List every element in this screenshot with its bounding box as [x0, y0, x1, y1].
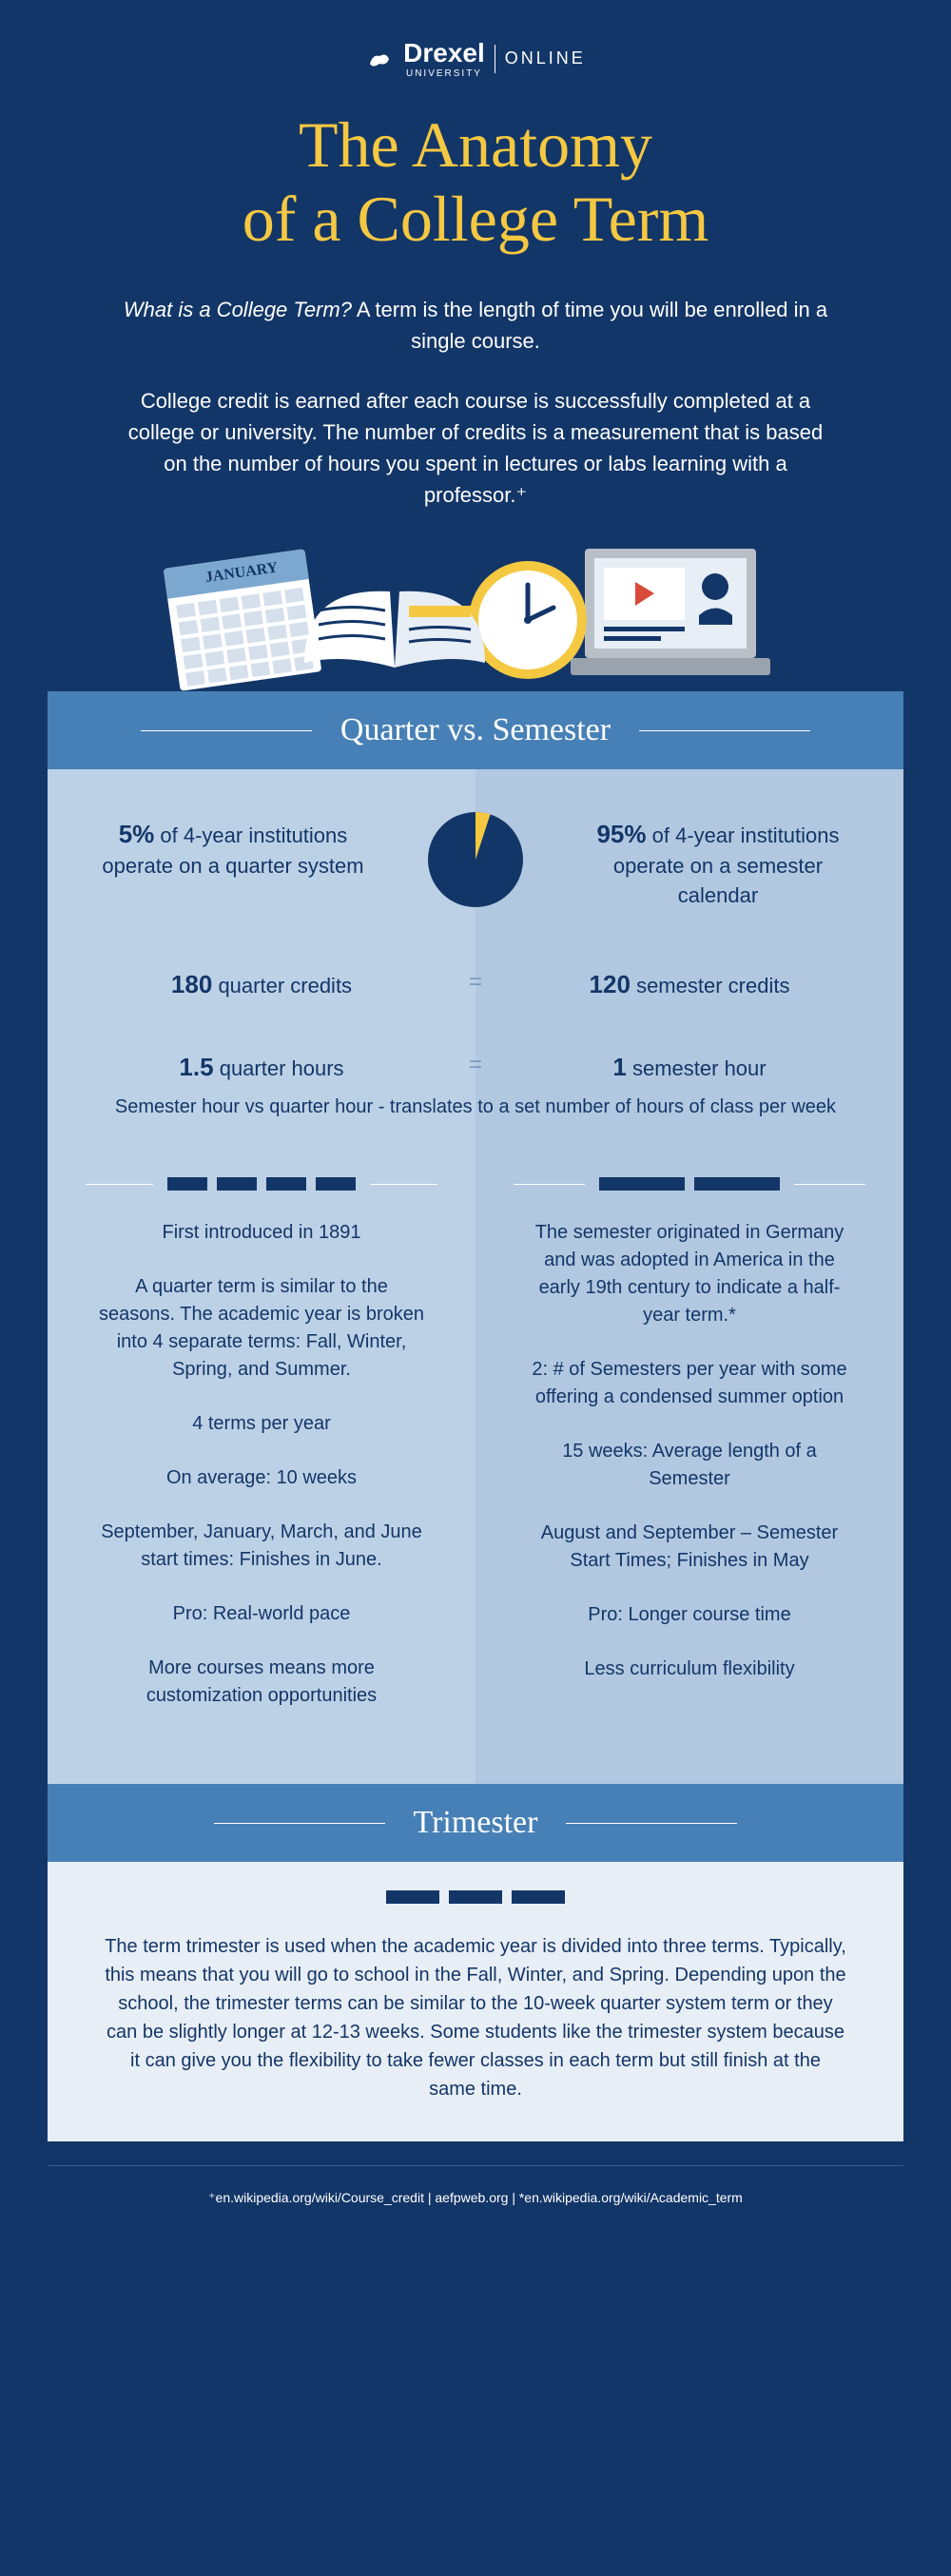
- semester-facts: The semester originated in Germany and w…: [476, 1210, 903, 1784]
- fact-item: The semester originated in Germany and w…: [523, 1219, 856, 1329]
- semester-dashes: [599, 1177, 780, 1191]
- footer-sources: ⁺en.wikipedia.org/wiki/Course_credit | a…: [48, 2165, 903, 2239]
- quarter-facts: First introduced in 1891 A quarter term i…: [48, 1210, 476, 1784]
- intro-answer: A term is the length of time you will be…: [357, 298, 827, 353]
- icons-row: JANUARY: [143, 539, 808, 682]
- section1-title: Quarter vs. Semester: [340, 712, 611, 748]
- hours-caption: Semester hour vs quarter hour - translat…: [48, 1094, 903, 1158]
- semester-pct: 95%: [596, 820, 646, 848]
- quarter-hours: 1.5 quarter hours: [95, 1050, 428, 1084]
- fact-item: 15 weeks: Average length of a Semester: [523, 1438, 856, 1493]
- trimester-dashes: [48, 1862, 903, 1923]
- section-header-qs: Quarter vs. Semester: [48, 691, 903, 769]
- comparison-row-credits: 180 quarter credits = 120 semester credi…: [48, 939, 903, 1020]
- divider-row: [48, 1158, 903, 1210]
- comparison-row-pct: 5% of 4-year institutions operate on a q…: [48, 769, 903, 939]
- dragon-icon: [365, 45, 394, 73]
- logo-online: ONLINE: [505, 48, 586, 68]
- fact-item: On average: 10 weeks: [95, 1464, 428, 1492]
- facts-row: First introduced in 1891 A quarter term i…: [48, 1210, 903, 1784]
- fact-item: A quarter term is similar to the seasons…: [95, 1273, 428, 1384]
- fact-item: Pro: Real-world pace: [95, 1600, 428, 1628]
- section2-title: Trimester: [414, 1805, 538, 1841]
- fact-item: First introduced in 1891: [95, 1219, 428, 1247]
- quarter-credits: 180 quarter credits: [95, 967, 428, 1001]
- header: Drexel UNIVERSITY ONLINE The Anatomy of …: [0, 0, 951, 691]
- trimester-card: Trimester The term trimester is used whe…: [48, 1784, 903, 2141]
- book-icon: [295, 558, 495, 682]
- comparison-row-hours: 1.5 quarter hours = 1 semester hour: [48, 1021, 903, 1094]
- equals-sign-2: =: [469, 1052, 482, 1078]
- equals-sign: =: [469, 969, 482, 996]
- quarter-dashes: [167, 1177, 356, 1191]
- quarter-semester-card: Quarter vs. Semester 5% of 4-year instit…: [48, 691, 903, 1784]
- semester-credits: 120 semester credits: [523, 967, 856, 1001]
- quarter-pct: 5%: [119, 820, 155, 848]
- fact-item: 2: # of Semesters per year with some off…: [523, 1356, 856, 1411]
- fact-item: Less curriculum flexibility: [523, 1656, 856, 1683]
- laptop-icon: [561, 539, 780, 682]
- semester-pct-text: of 4-year institutions operate on a seme…: [613, 823, 840, 906]
- section-header-tri: Trimester: [48, 1784, 903, 1862]
- logo: Drexel UNIVERSITY ONLINE: [57, 38, 894, 79]
- fact-item: Pro: Longer course time: [523, 1601, 856, 1629]
- intro-question: What is a College Term?: [124, 298, 352, 321]
- page-title: The Anatomy of a College Term: [57, 107, 894, 256]
- logo-main: Drexel: [403, 38, 485, 68]
- fact-item: September, January, March, and June star…: [95, 1519, 428, 1574]
- fact-item: 4 terms per year: [95, 1410, 428, 1438]
- logo-sub: UNIVERSITY: [403, 68, 485, 79]
- quarter-pct-stat: 5% of 4-year institutions operate on a q…: [95, 817, 428, 881]
- fact-item: More courses means more customization op…: [95, 1655, 428, 1710]
- intro-body: College credit is earned after each cour…: [114, 385, 837, 511]
- pie-chart: [423, 807, 528, 912]
- trimester-text: The term trimester is used when the acad…: [48, 1923, 903, 2141]
- fact-item: August and September – Semester Start Ti…: [523, 1520, 856, 1575]
- semester-pct-stat: 95% of 4-year institutions operate on a …: [523, 817, 856, 910]
- intro-lead: What is a College Term? A term is the le…: [114, 294, 837, 357]
- semester-hours: 1 semester hour: [523, 1050, 856, 1084]
